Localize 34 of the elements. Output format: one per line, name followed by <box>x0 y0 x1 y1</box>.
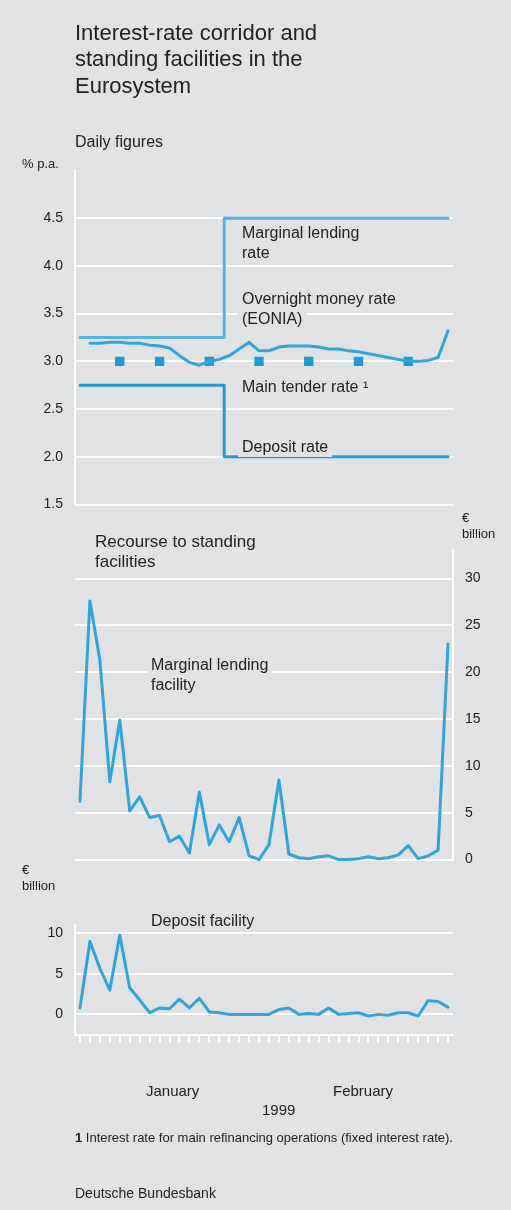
y-axis-title: % p.a. <box>22 156 59 172</box>
y-tick-label: 3.5 <box>43 304 64 321</box>
y-tick-label: 0 <box>465 850 473 867</box>
text: 1 Interest rate for main refinancing operations (fixed interest rate). <box>75 1130 454 1146</box>
series-label: Overnight money rate (EONIA) <box>242 290 396 327</box>
y-axis-title: € billion <box>462 510 497 542</box>
y-tick-label: 0 <box>55 1005 64 1022</box>
y-tick-label: 4.5 <box>43 209 64 225</box>
y-tick-label: 5 <box>465 803 473 820</box>
y-tick-label: 10 <box>465 756 481 773</box>
text: Deutsche Bundesbank <box>75 1185 216 1202</box>
y-tick-label: 25 <box>465 616 481 633</box>
y-axis-title: € billion <box>22 862 57 894</box>
y-tick-label: 5 <box>55 964 64 981</box>
y-tick-label: 2.5 <box>43 399 64 416</box>
text: January <box>146 1082 200 1100</box>
series-label: Deposit facility <box>151 912 255 929</box>
y-tick-label: 3.0 <box>43 352 64 369</box>
series-label: Deposit rate <box>242 438 329 455</box>
y-tick-label: 15 <box>465 709 481 726</box>
chart-title: Recourse to standing facilities <box>95 532 257 573</box>
y-tick-label: 20 <box>465 663 481 680</box>
text: Marginal lending facility <box>151 656 269 693</box>
chart-title: Interest-rate corridor and standing facilities in the Eurosystem <box>75 20 319 100</box>
series-label: Main tender rate ¹ <box>242 378 369 395</box>
text: February <box>333 1082 394 1100</box>
y-tick-label: 30 <box>465 569 481 586</box>
y-tick-label: 1.5 <box>43 495 64 512</box>
y-tick-label: 2.0 <box>43 447 64 464</box>
y-tick-label: 10 <box>47 924 64 941</box>
text: 1999 <box>262 1101 296 1119</box>
series-label: Marginal lending rate <box>242 224 360 261</box>
y-tick-label: 4.0 <box>43 256 64 273</box>
chart-subtitle: Daily figures <box>75 132 164 152</box>
